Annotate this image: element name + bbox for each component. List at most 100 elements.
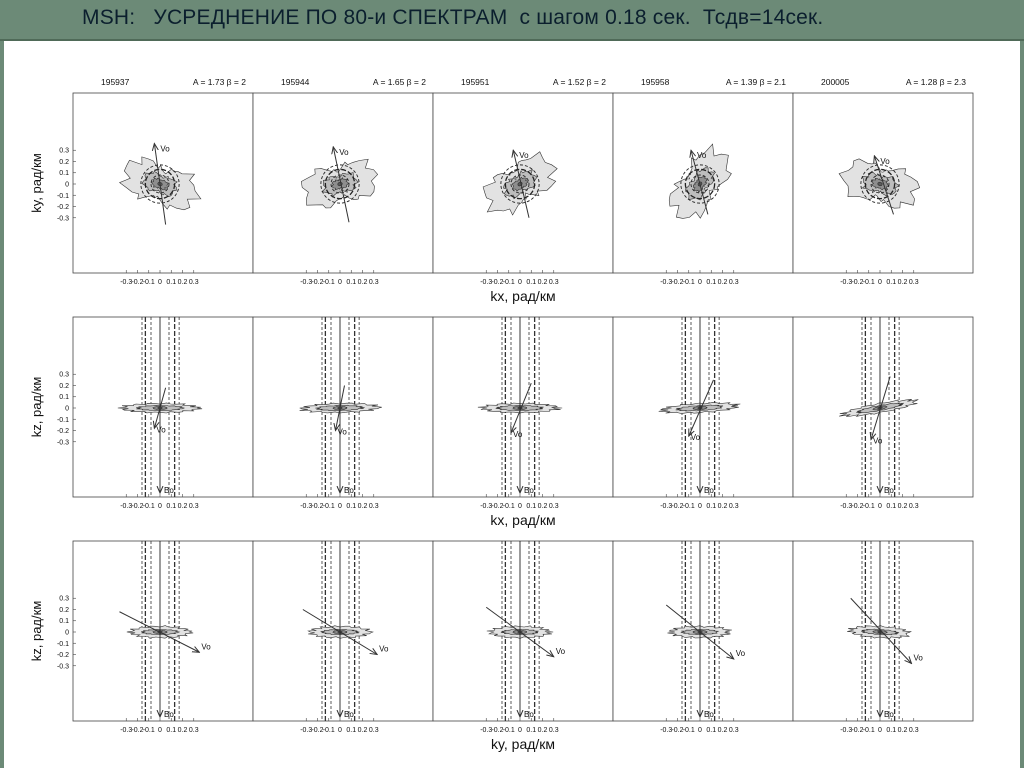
x-tick-label: -0.2 [491, 279, 503, 286]
x-tick-label: 0.3 [369, 279, 379, 286]
y-tick-label: -0.1 [57, 417, 69, 424]
y-tick-label: 0.2 [59, 383, 69, 390]
spectrum-panel: -0.3 -0.2 -0.1 0 0.1 0.2 0.3 Bo Vo [612, 540, 794, 734]
x-tick-label: 0 [698, 727, 702, 734]
v0-label: Vo [880, 157, 890, 166]
x-tick-label: 0.3 [549, 279, 559, 286]
spectrum-panel: -0.3 -0.2 -0.1 0 0.1 0.2 0.3 Bo Vo [252, 540, 434, 734]
x-tick-label: 0.1 [526, 727, 536, 734]
spectrum-panel: -0.3 -0.2 -0.1 0 0.1 0.2 0.30.30.20.10-0.1-0.2… [57, 316, 254, 510]
x-tick-label: 0.2 [718, 279, 728, 286]
y-tick-label: 0.3 [59, 596, 69, 603]
panel-content: Bo Vo [117, 317, 203, 497]
panel-id: 200005 [821, 77, 850, 87]
x-tick-label: 0.2 [718, 727, 728, 734]
x-tick-label: 0.1 [886, 279, 896, 286]
x-tick-label: -0.2 [491, 503, 503, 510]
x-tick-label: 0.1 [346, 727, 356, 734]
v0-velocity-arrow [665, 604, 734, 659]
x-tick-label: -0.2 [311, 727, 323, 734]
panel-params: A = 1.52 β = 2 [553, 77, 606, 87]
x-tick-label: 0 [698, 503, 702, 510]
x-tick-label: 0.2 [358, 279, 368, 286]
v0-label: Vo [201, 642, 211, 651]
x-tick-label: 0.2 [898, 503, 908, 510]
panel-content: Bo Vo [658, 317, 741, 497]
x-tick-label: -0.1 [323, 279, 335, 286]
v0-velocity-arrow [333, 147, 350, 223]
x-tick-label: 0.3 [729, 503, 739, 510]
x-tick-label: -0.3 [840, 727, 852, 734]
x-tick-label: -0.2 [671, 727, 683, 734]
y-tick-label: -0.1 [57, 641, 69, 648]
panel-params: A = 1.73 β = 2 [193, 77, 246, 87]
v0-velocity-arrow [485, 606, 554, 657]
x-tick-label: -0.2 [851, 727, 863, 734]
x-tick-label: 0.3 [189, 279, 199, 286]
y-tick-label: 0.1 [59, 394, 69, 401]
x-tick-label: 0.1 [526, 279, 536, 286]
panel-content: Bo Vo [485, 541, 566, 721]
x-tick-label: 0 [878, 727, 882, 734]
x-tick-label: 0.1 [346, 503, 356, 510]
b0-label: Bo [164, 710, 174, 719]
x-tick-label: -0.3 [120, 727, 132, 734]
resonance-circle [320, 164, 360, 204]
x-tick-label: 0.3 [729, 727, 739, 734]
x-tick-label: -0.1 [863, 503, 875, 510]
spectrum-panel: 200005 A = 1.28 β = 2.3-0.3 -0.2 -0.1 0 0.1 0.… [792, 77, 974, 286]
x-tick-label: -0.1 [503, 727, 515, 734]
x-tick-label: 0 [518, 727, 522, 734]
v0-velocity-arrow [511, 383, 532, 433]
v0-velocity-arrow [302, 609, 377, 654]
x-tick-label: -0.2 [131, 727, 143, 734]
spectrum-panel: 195937 A = 1.73 β = 2-0.3 -0.2 -0.1 0 0.1 0.2 0… [57, 77, 254, 286]
x-tick-label: 0.3 [909, 279, 919, 286]
panel-content: Bo Vo [839, 317, 919, 497]
panel-content: Vo [118, 143, 202, 225]
panel-id: 195944 [281, 77, 310, 87]
x-tick-label: -0.3 [660, 279, 672, 286]
x-tick-label: 0.1 [166, 279, 176, 286]
panel-content: Bo Vo [665, 541, 746, 721]
v0-label: Vo [736, 649, 746, 658]
x-tick-label: 0.3 [729, 279, 739, 286]
x-tick-label: 0.2 [538, 279, 548, 286]
y-tick-label: 0.3 [59, 148, 69, 155]
b0-label: Bo [344, 710, 354, 719]
v0-velocity-arrow [154, 143, 167, 225]
y-tick-label: -0.2 [57, 204, 69, 211]
x-tick-label: 0.1 [886, 727, 896, 734]
x-tick-label: -0.2 [671, 503, 683, 510]
x-tick-label: 0.3 [189, 727, 199, 734]
v0-label: Vo [519, 151, 529, 160]
x-tick-label: 0 [518, 279, 522, 286]
x-tick-label: 0.3 [909, 503, 919, 510]
x-tick-label: 0 [338, 503, 342, 510]
row-ylabel: kz, рад/км [29, 601, 44, 662]
spectrum-panel: -0.3 -0.2 -0.1 0 0.1 0.2 0.3 Bo Vo [792, 316, 974, 510]
row-xlabel: ky, рад/км [491, 736, 555, 752]
x-tick-label: 0.2 [898, 279, 908, 286]
spectrum-panel: -0.3 -0.2 -0.1 0 0.1 0.2 0.3 Bo Vo [612, 316, 794, 510]
x-tick-label: 0.3 [549, 727, 559, 734]
x-tick-label: -0.3 [480, 727, 492, 734]
x-tick-label: 0.2 [178, 503, 188, 510]
b0-label: Bo [884, 710, 894, 719]
title-bar: MSH: УСРЕДНЕНИЕ ПО 80-и СПЕКТРАМ с шагом… [0, 0, 1024, 41]
v0-velocity-arrow [871, 376, 891, 439]
spectra-figure: ky, рад/км kx, рад/км 195937 A = 1.73 β = 2… [29, 77, 974, 752]
x-tick-label: -0.1 [863, 279, 875, 286]
resonance-circle [690, 174, 710, 194]
x-tick-label: -0.1 [863, 727, 875, 734]
x-tick-label: -0.1 [683, 727, 695, 734]
x-tick-label: -0.3 [660, 727, 672, 734]
x-tick-label: 0 [518, 503, 522, 510]
x-tick-label: 0.3 [549, 503, 559, 510]
x-tick-label: 0.2 [178, 727, 188, 734]
x-tick-label: -0.2 [311, 503, 323, 510]
x-tick-label: 0.2 [358, 727, 368, 734]
b0-label: Bo [884, 486, 894, 495]
x-tick-label: -0.2 [671, 279, 683, 286]
x-tick-label: -0.3 [480, 279, 492, 286]
